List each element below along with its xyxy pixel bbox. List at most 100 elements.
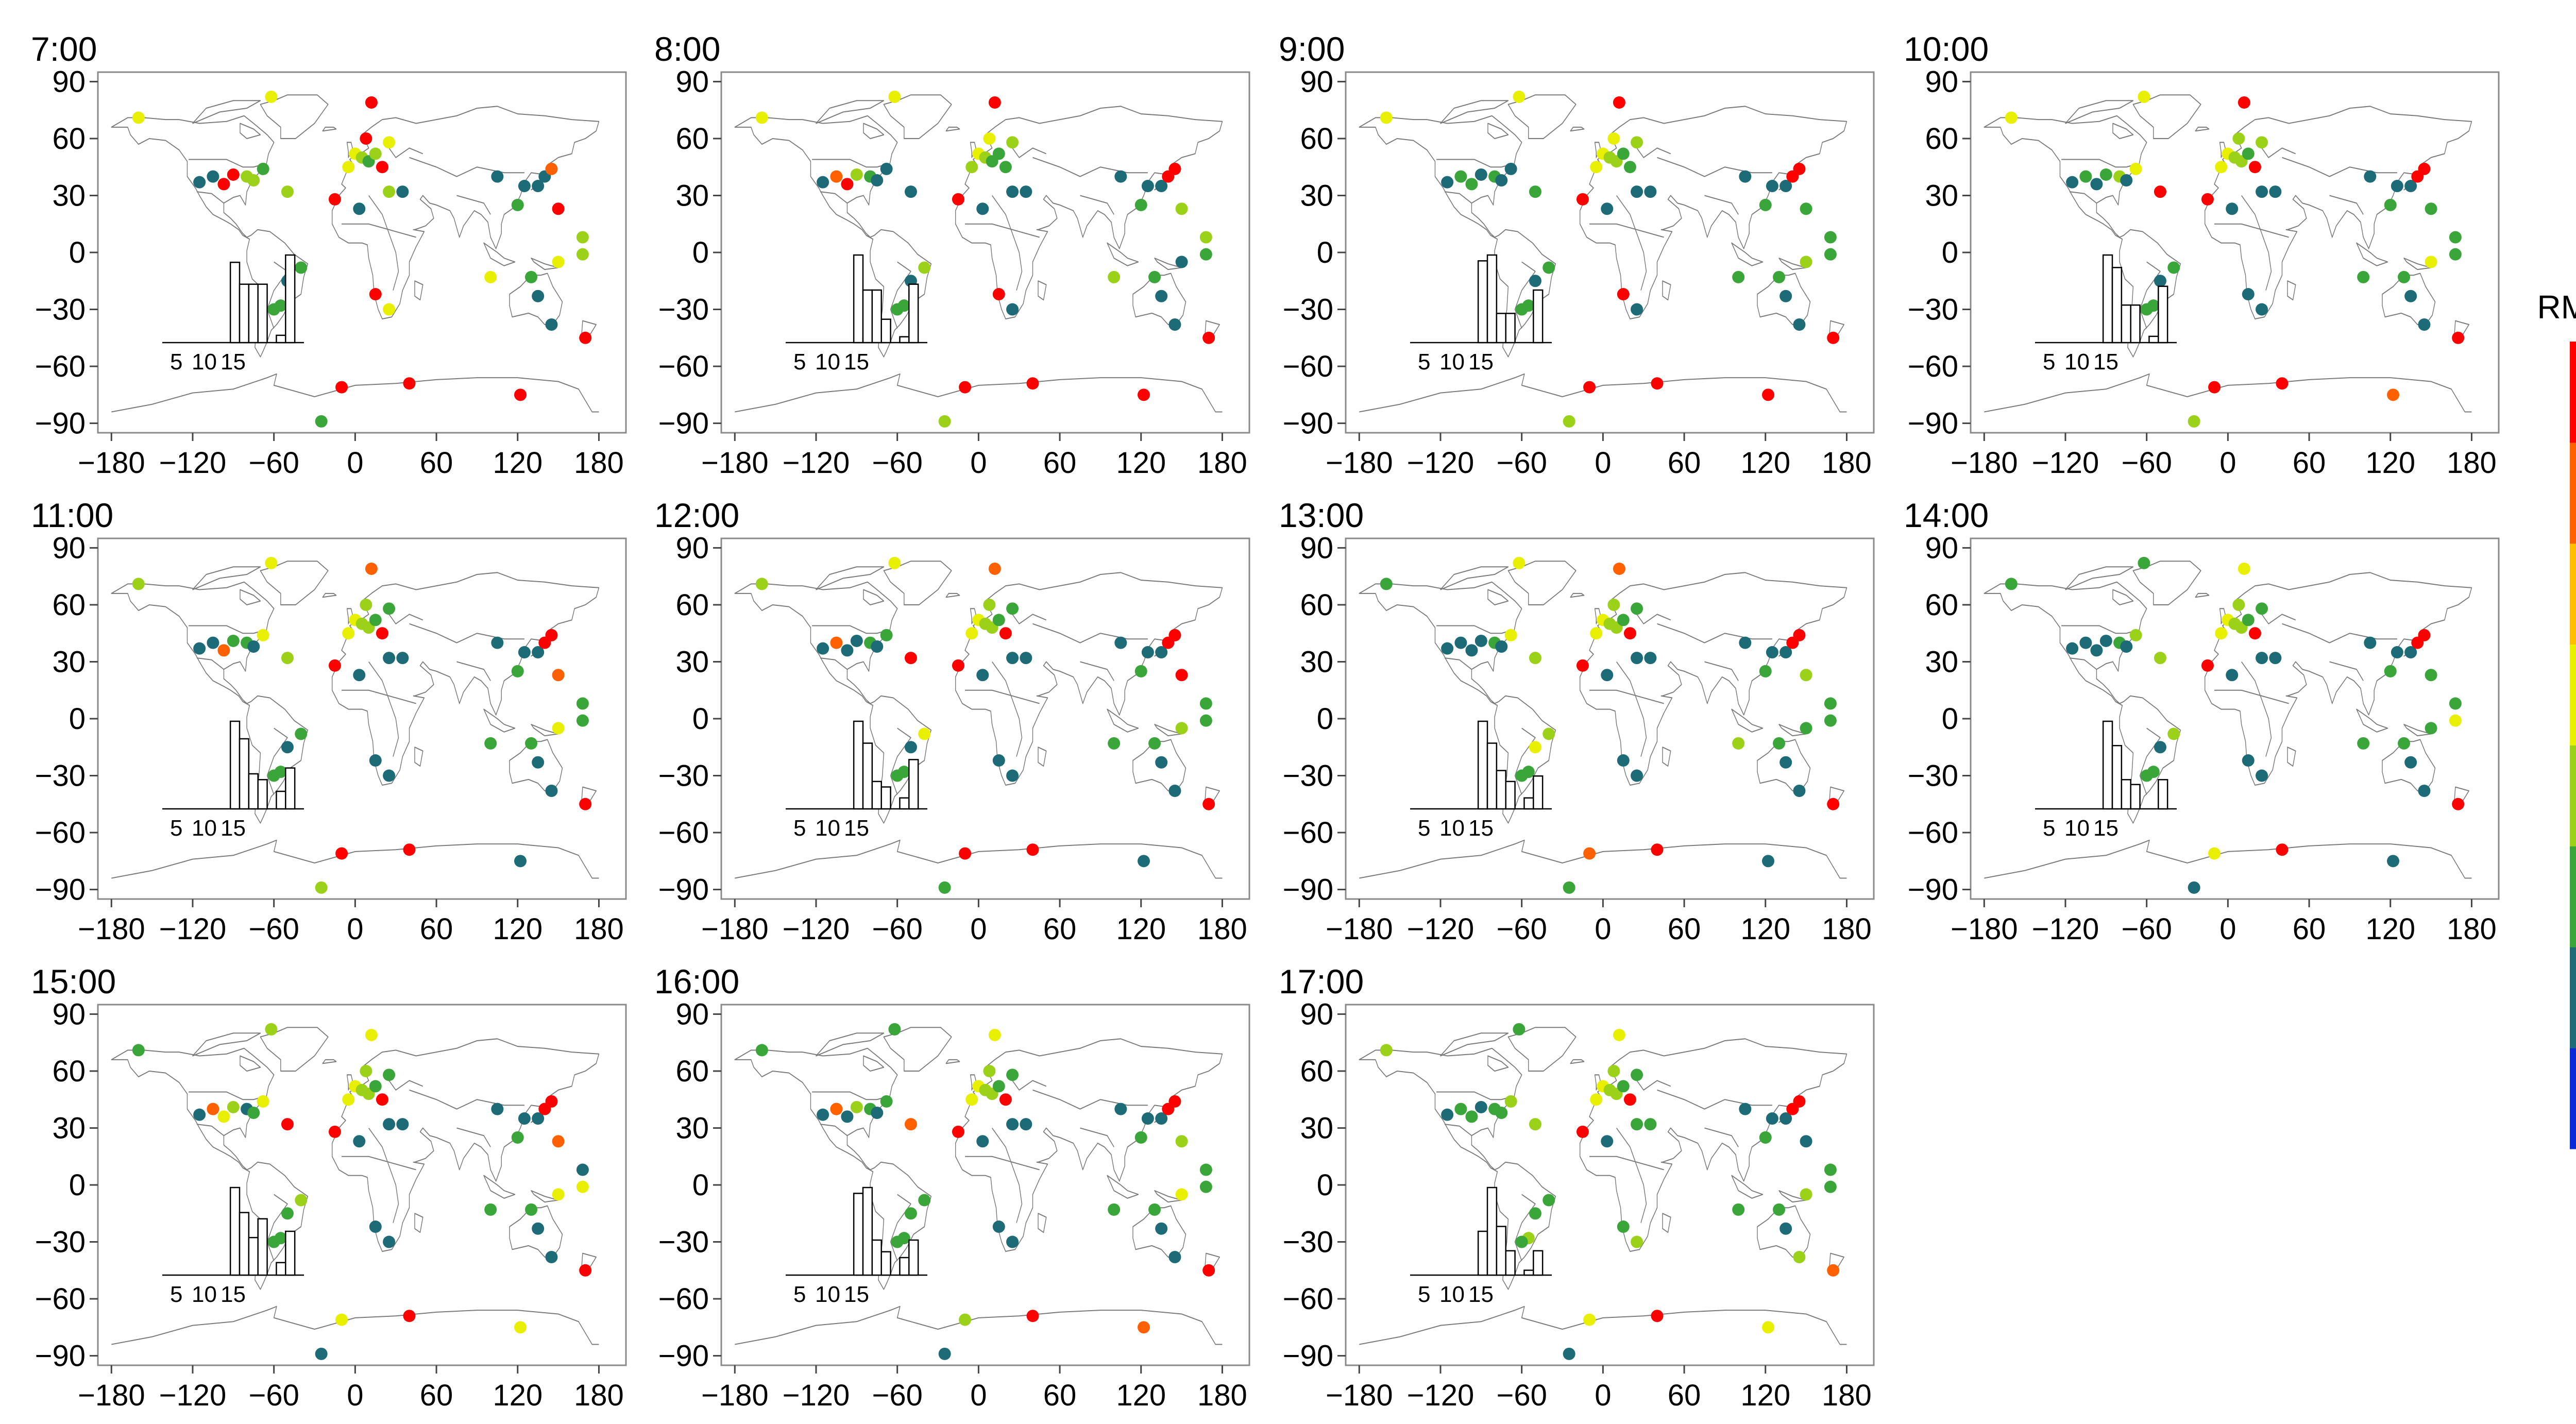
station-point xyxy=(1529,1207,1541,1220)
y-tick-label: −60 xyxy=(35,350,86,383)
station-point xyxy=(1504,1095,1517,1108)
y-tick-label: 90 xyxy=(675,997,709,1031)
station-point xyxy=(335,1313,348,1326)
station-point xyxy=(1623,161,1636,174)
station-point xyxy=(1543,1194,1555,1207)
station-point xyxy=(267,303,280,316)
y-tick-label: −30 xyxy=(658,759,709,793)
station-point xyxy=(1006,303,1019,316)
y-tick-label: −90 xyxy=(35,1340,86,1373)
station-point xyxy=(1576,193,1589,206)
y-tick-label: 30 xyxy=(675,645,709,679)
station-point xyxy=(850,168,863,181)
station-point xyxy=(2232,132,2245,145)
station-point xyxy=(1631,602,1643,615)
station-point xyxy=(257,1095,269,1108)
station-point xyxy=(2276,377,2289,390)
station-point xyxy=(1141,1112,1154,1125)
histogram-bar xyxy=(862,742,873,810)
station-point xyxy=(1563,881,1575,894)
station-point xyxy=(1006,1069,1019,1081)
x-tick-label: −120 xyxy=(159,446,227,480)
histogram-bar xyxy=(880,318,891,344)
station-point xyxy=(383,185,396,198)
x-tick-label: 0 xyxy=(347,912,363,946)
histogram-bar xyxy=(1505,781,1516,810)
histogram-tick-label: 10 xyxy=(815,1282,840,1307)
station-point xyxy=(2387,388,2399,401)
station-point xyxy=(342,161,355,174)
station-point xyxy=(988,1028,1001,1041)
station-point xyxy=(888,1023,901,1036)
station-point xyxy=(1631,1118,1643,1131)
station-point xyxy=(2425,256,2437,268)
station-point xyxy=(1824,248,1837,261)
histogram-bar xyxy=(1486,1186,1498,1276)
station-point xyxy=(1766,646,1778,659)
station-point xyxy=(1583,381,1596,394)
station-point xyxy=(1800,202,1812,215)
station-point xyxy=(1138,1321,1150,1334)
station-point xyxy=(1168,1095,1181,1108)
station-point xyxy=(353,1135,366,1148)
station-point xyxy=(1006,602,1019,615)
station-point xyxy=(2201,193,2214,206)
station-point xyxy=(525,270,538,283)
histogram-tick-label: 5 xyxy=(1418,816,1430,841)
histogram-bar xyxy=(2111,744,2123,810)
station-point xyxy=(217,644,230,657)
station-point xyxy=(1529,185,1541,198)
station-point xyxy=(545,785,558,797)
station-point xyxy=(976,669,989,682)
station-point xyxy=(1800,1135,1812,1148)
station-point xyxy=(992,614,1005,626)
station-point xyxy=(217,178,230,191)
station-point xyxy=(1800,1188,1812,1201)
station-point xyxy=(2208,847,2221,860)
histogram-tick-label: 15 xyxy=(844,816,869,841)
x-tick-label: −120 xyxy=(783,1379,850,1412)
station-point xyxy=(532,646,545,659)
station-point xyxy=(552,669,565,682)
histogram-tick-label: 5 xyxy=(170,1282,182,1307)
station-point xyxy=(2242,288,2255,301)
histogram-bar xyxy=(1477,720,1488,810)
station-point xyxy=(2154,275,2166,287)
histogram-tick-label: 15 xyxy=(221,349,246,375)
y-tick-label: 0 xyxy=(1942,236,1958,269)
station-point xyxy=(383,1069,396,1081)
station-point xyxy=(1168,785,1181,797)
colorbar-segment xyxy=(2570,745,2576,846)
y-tick-label: 30 xyxy=(675,179,709,212)
station-point xyxy=(360,598,372,611)
y-tick-label: −30 xyxy=(35,1226,86,1259)
histogram-tick-label: 5 xyxy=(793,349,806,375)
y-tick-label: 60 xyxy=(675,588,709,622)
histogram-bar xyxy=(1496,1226,1506,1276)
x-tick-label: −180 xyxy=(78,446,145,480)
histogram-tick-label: 10 xyxy=(2064,816,2090,841)
station-point xyxy=(376,627,388,640)
panel-title: 9:00 xyxy=(1279,30,1345,68)
station-point xyxy=(2005,111,2018,124)
y-tick-label: 0 xyxy=(692,702,709,736)
station-point xyxy=(1800,722,1812,735)
histogram-tick-label: 10 xyxy=(1439,816,1465,841)
station-point xyxy=(2256,652,2268,665)
station-point xyxy=(1732,270,1745,283)
station-point xyxy=(755,578,768,590)
station-point xyxy=(2256,303,2268,316)
station-point xyxy=(1020,185,1032,198)
y-tick-label: −30 xyxy=(1283,759,1333,793)
histogram-bar xyxy=(853,720,864,810)
y-tick-label: 90 xyxy=(1300,997,1333,1031)
station-point xyxy=(755,111,768,124)
histogram-bar xyxy=(239,283,250,344)
station-point xyxy=(891,769,904,782)
station-point xyxy=(1780,290,1792,302)
station-point xyxy=(2099,168,2112,181)
station-point xyxy=(1504,629,1517,641)
station-point xyxy=(1583,1313,1596,1326)
histogram-tick-label: 10 xyxy=(1439,349,1465,375)
station-point xyxy=(265,90,278,103)
